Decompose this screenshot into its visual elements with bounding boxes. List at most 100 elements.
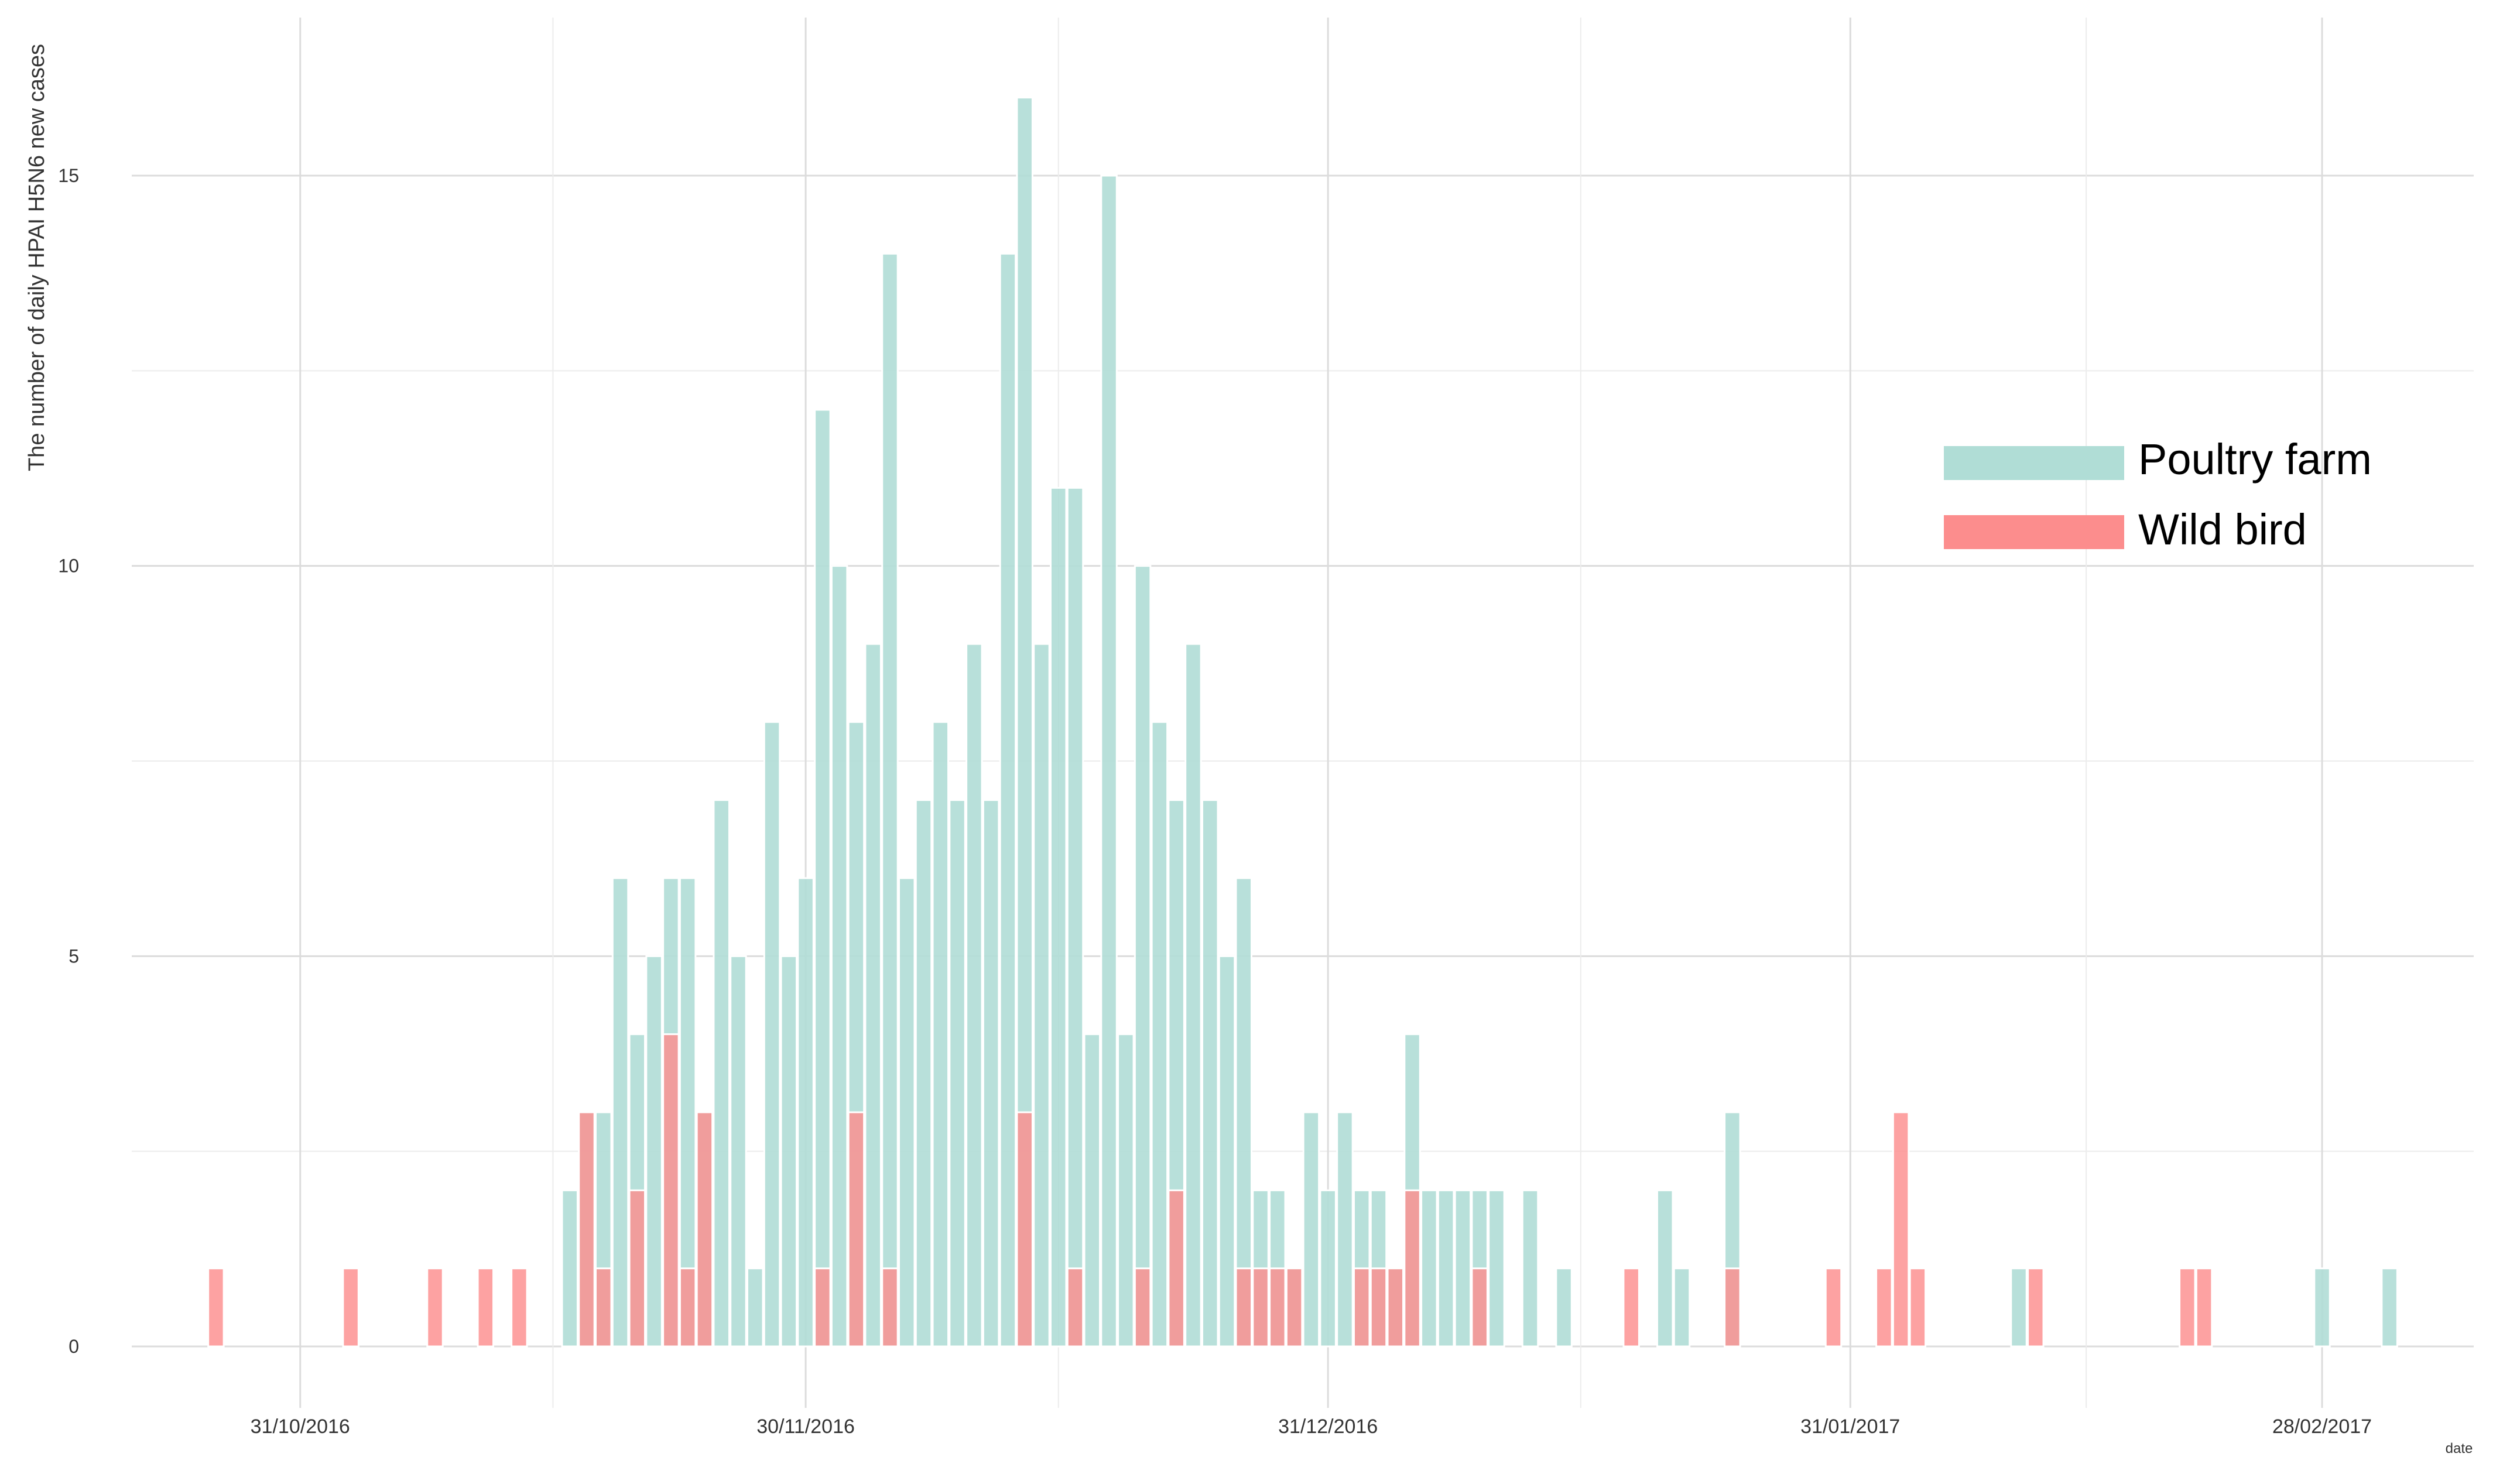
x-tick-label: 31/10/2016 xyxy=(251,1416,350,1438)
bar-wild-bird xyxy=(679,1267,697,1348)
bar-wild-bird xyxy=(207,1267,225,1348)
x-tick-label: 31/01/2017 xyxy=(1800,1416,1900,1438)
bar-poultry-farm xyxy=(1184,643,1202,1348)
bar-poultry-farm xyxy=(1134,565,1152,1348)
bar-poultry-farm xyxy=(780,955,798,1348)
bar-poultry-farm xyxy=(965,643,983,1348)
bar-wild-bird xyxy=(696,1111,714,1348)
bar-wild-bird xyxy=(1016,1111,1033,1348)
bar-wild-bird xyxy=(2195,1267,2213,1348)
bar-wild-bird xyxy=(342,1267,359,1348)
bar-wild-bird xyxy=(1892,1111,1910,1348)
y-tick-label: 10 xyxy=(58,556,79,577)
bar-wild-bird xyxy=(628,1189,646,1348)
legend-label-wild-bird: Wild bird xyxy=(2138,505,2307,554)
bar-poultry-farm xyxy=(1488,1189,1505,1348)
bar-poultry-farm xyxy=(1521,1189,1539,1348)
y-tick-labels: 0 5 10 15 xyxy=(58,165,79,1357)
bar-poultry-farm xyxy=(1319,1189,1337,1348)
bar-poultry-farm xyxy=(915,799,933,1348)
bar-poultry-farm xyxy=(898,877,916,1348)
bar-poultry-farm xyxy=(645,955,663,1348)
bar-wild-bird xyxy=(1269,1267,1286,1348)
bar-poultry-farm xyxy=(1420,1189,1438,1348)
bar-poultry-farm xyxy=(932,721,950,1348)
bar-poultry-farm xyxy=(1151,721,1169,1348)
bar-wild-bird xyxy=(511,1267,528,1348)
x-tick-labels: 31/10/2016 30/11/2016 31/12/2016 31/01/2017… xyxy=(251,1416,2372,1438)
bar-wild-bird xyxy=(1235,1267,1253,1348)
bar-wild-bird xyxy=(1285,1267,1303,1348)
bar-poultry-farm xyxy=(982,799,1000,1348)
bar-wild-bird xyxy=(1622,1267,1640,1348)
x-tick-label: 28/02/2017 xyxy=(2272,1416,2372,1438)
bar-wild-bird xyxy=(2027,1267,2045,1348)
bar-poultry-farm xyxy=(1437,1189,1455,1348)
legend: Poultry farm Wild bird xyxy=(1944,435,2372,554)
bar-poultry-farm xyxy=(1302,1111,1320,1348)
bar-wild-bird xyxy=(881,1267,899,1348)
y-tick-label: 0 xyxy=(69,1336,79,1357)
x-tick-label: 30/11/2016 xyxy=(756,1416,855,1438)
bar-poultry-farm xyxy=(713,799,730,1348)
legend-swatch-wild-bird xyxy=(1944,515,2124,549)
bar-wild-bird xyxy=(426,1267,444,1348)
bar-poultry-farm xyxy=(830,565,848,1348)
poultry-farm-bars xyxy=(561,97,2398,1348)
bar-wild-bird xyxy=(1471,1267,1488,1348)
bar-wild-bird xyxy=(847,1111,865,1348)
bar-wild-bird xyxy=(1252,1267,1269,1348)
bar-poultry-farm xyxy=(881,252,899,1348)
bar-wild-bird xyxy=(814,1267,831,1348)
x-axis-label: date xyxy=(2446,1441,2473,1456)
x-tick-label: 31/12/2016 xyxy=(1278,1416,1378,1438)
wild-bird-bars xyxy=(207,1033,2213,1348)
bar-wild-bird xyxy=(1167,1189,1185,1348)
bar-wild-bird xyxy=(1369,1267,1388,1348)
bar-wild-bird xyxy=(595,1267,612,1348)
bar-wild-bird xyxy=(2179,1267,2196,1348)
bar-wild-bird xyxy=(578,1111,595,1348)
bar-poultry-farm xyxy=(763,721,781,1348)
bar-poultry-farm xyxy=(1656,1189,1674,1348)
bar-poultry-farm xyxy=(1083,1033,1101,1348)
bar-poultry-farm xyxy=(2010,1267,2028,1348)
bar-poultry-farm xyxy=(814,409,831,1348)
bar-wild-bird xyxy=(1909,1267,1927,1348)
bar-poultry-farm xyxy=(730,955,747,1348)
bar-poultry-farm xyxy=(2313,1267,2331,1348)
bar-wild-bird xyxy=(662,1033,680,1348)
bar-poultry-farm xyxy=(1033,643,1050,1348)
bar-wild-bird xyxy=(1352,1267,1371,1348)
bar-poultry-farm xyxy=(1454,1189,1472,1348)
bar-wild-bird xyxy=(1386,1267,1405,1348)
bar-poultry-farm xyxy=(1555,1267,1573,1348)
bar-wild-bird xyxy=(1824,1267,1843,1348)
bar-poultry-farm xyxy=(864,643,882,1348)
bar-poultry-farm xyxy=(949,799,966,1348)
bar-wild-bird xyxy=(1134,1267,1152,1348)
bar-poultry-farm xyxy=(561,1189,578,1348)
y-tick-label: 5 xyxy=(69,945,79,967)
legend-swatch-poultry-farm xyxy=(1944,446,2124,480)
bar-poultry-farm xyxy=(2381,1267,2398,1348)
bar-poultry-farm xyxy=(611,877,629,1348)
bar-poultry-farm xyxy=(1049,486,1067,1348)
legend-label-poultry-farm: Poultry farm xyxy=(2138,435,2372,484)
bar-poultry-farm xyxy=(999,252,1017,1348)
bar-poultry-farm xyxy=(1218,955,1236,1348)
bar-wild-bird xyxy=(1875,1267,1893,1348)
bar-poultry-farm xyxy=(1336,1111,1354,1348)
bar-poultry-farm xyxy=(1117,1033,1135,1348)
y-tick-label: 15 xyxy=(58,165,79,186)
bar-poultry-farm xyxy=(747,1267,764,1348)
bar-poultry-farm xyxy=(1201,799,1219,1348)
bar-wild-bird xyxy=(1724,1267,1741,1348)
bar-wild-bird xyxy=(477,1267,495,1348)
bar-wild-bird xyxy=(1066,1267,1084,1348)
bar-wild-bird xyxy=(1403,1189,1421,1348)
bar-poultry-farm xyxy=(1673,1267,1691,1348)
bar-poultry-farm xyxy=(797,877,814,1348)
bar-poultry-farm xyxy=(1100,174,1118,1348)
